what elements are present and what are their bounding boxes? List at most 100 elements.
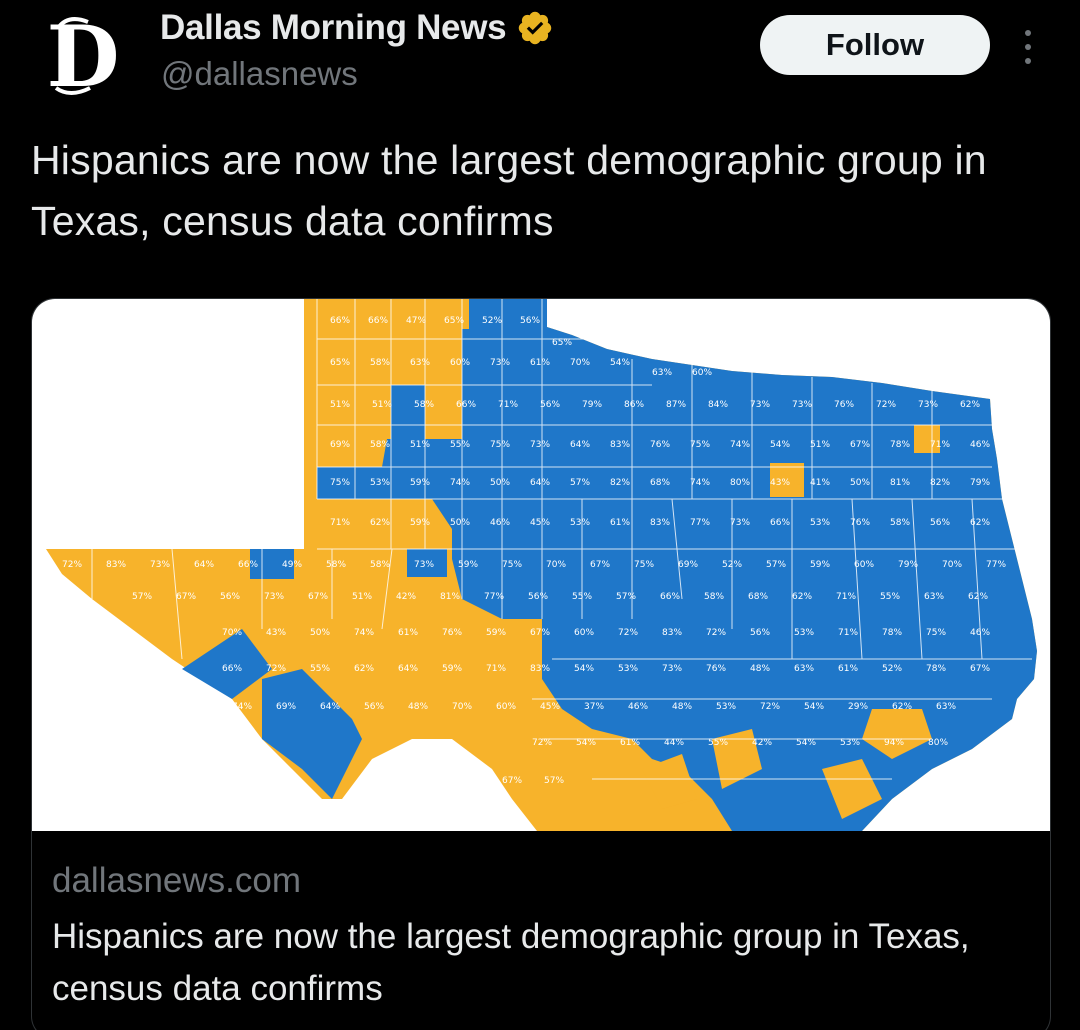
county-percent-label: 52%: [882, 664, 902, 674]
follow-button[interactable]: Follow: [760, 15, 990, 75]
county-percent-label: 73%: [414, 560, 434, 570]
county-percent-label: 58%: [370, 560, 390, 570]
county-percent-label: 59%: [410, 518, 430, 528]
county-percent-label: 63%: [652, 368, 672, 378]
county-percent-label: 68%: [650, 478, 670, 488]
county-percent-label: 56%: [540, 400, 560, 410]
county-percent-label: 79%: [898, 560, 918, 570]
county-percent-label: 52%: [482, 316, 502, 326]
county-percent-label: 78%: [890, 440, 910, 450]
orange-county: [642, 754, 697, 809]
county-percent-label: 59%: [810, 560, 830, 570]
county-percent-label: 83%: [530, 664, 550, 674]
county-percent-label: 64%: [320, 702, 340, 712]
county-percent-label: 50%: [490, 478, 510, 488]
county-percent-label: 43%: [266, 628, 286, 638]
county-percent-label: 56%: [528, 592, 548, 602]
county-percent-label: 69%: [678, 560, 698, 570]
county-percent-label: 65%: [330, 358, 350, 368]
county-percent-label: 73%: [662, 664, 682, 674]
county-percent-label: 69%: [330, 440, 350, 450]
county-percent-label: 55%: [708, 738, 728, 748]
more-options-icon[interactable]: [1018, 30, 1038, 64]
county-percent-label: 58%: [704, 592, 724, 602]
county-percent-label: 83%: [650, 518, 670, 528]
county-percent-label: 56%: [930, 518, 950, 528]
county-percent-label: 56%: [364, 702, 384, 712]
county-percent-label: 63%: [924, 592, 944, 602]
county-percent-label: 51%: [352, 592, 372, 602]
texas-map-svg: 66% 66% 47% 65% 52% 56% 65% 65% 58% 63% 60% 73% 61% 7…: [46, 299, 1037, 831]
county-percent-label: 84%: [708, 400, 728, 410]
county-percent-label: 55%: [572, 592, 592, 602]
county-percent-label: 81%: [890, 478, 910, 488]
county-percent-label: 44%: [664, 738, 684, 748]
county-percent-label: 86%: [624, 400, 644, 410]
county-percent-label: 76%: [850, 518, 870, 528]
county-percent-label: 71%: [498, 400, 518, 410]
county-percent-label: 52%: [722, 560, 742, 570]
county-percent-label: 67%: [590, 560, 610, 570]
county-percent-label: 66%: [770, 518, 790, 528]
county-percent-label: 58%: [370, 358, 390, 368]
card-domain[interactable]: dallasnews.com: [52, 861, 301, 900]
county-percent-label: 47%: [406, 316, 426, 326]
county-percent-label: 58%: [326, 560, 346, 570]
county-percent-label: 46%: [490, 518, 510, 528]
county-percent-label: 53%: [618, 664, 638, 674]
account-display-name[interactable]: Dallas Morning News: [160, 8, 507, 47]
county-percent-label: 69%: [276, 702, 296, 712]
county-percent-label: 65%: [444, 316, 464, 326]
county-percent-label: 76%: [442, 628, 462, 638]
tweet-text: Hispanics are now the largest demographi…: [31, 137, 987, 244]
county-percent-label: 72%: [618, 628, 638, 638]
county-percent-label: 62%: [970, 518, 990, 528]
county-percent-label: 58%: [370, 440, 390, 450]
county-percent-label: 48%: [672, 702, 692, 712]
county-percent-label: 62%: [370, 518, 390, 528]
county-percent-label: 74%: [232, 702, 252, 712]
county-percent-label: 64%: [194, 560, 214, 570]
county-percent-label: 70%: [570, 358, 590, 368]
county-percent-label: 42%: [396, 592, 416, 602]
county-percent-label: 73%: [792, 400, 812, 410]
blue-county: [250, 549, 294, 579]
county-percent-label: 59%: [486, 628, 506, 638]
account-handle[interactable]: @dallasnews: [161, 55, 358, 92]
county-percent-label: 53%: [570, 518, 590, 528]
card-title[interactable]: Hispanics are now the largest demographi…: [52, 917, 970, 1008]
county-percent-label: 94%: [884, 738, 904, 748]
county-percent-label: 75%: [330, 478, 350, 488]
county-percent-label: 57%: [570, 478, 590, 488]
county-percent-label: 59%: [410, 478, 430, 488]
county-percent-label: 57%: [766, 560, 786, 570]
county-percent-label: 74%: [450, 478, 470, 488]
county-percent-label: 50%: [450, 518, 470, 528]
county-percent-label: 63%: [936, 702, 956, 712]
county-percent-label: 60%: [692, 368, 712, 378]
county-percent-label: 72%: [706, 628, 726, 638]
county-percent-label: 73%: [530, 440, 550, 450]
county-percent-label: 72%: [760, 702, 780, 712]
account-name-row: Dallas Morning News: [160, 8, 554, 48]
dallas-news-logo-avatar[interactable]: D: [40, 7, 126, 106]
county-percent-label: 53%: [810, 518, 830, 528]
county-percent-label: 81%: [440, 592, 460, 602]
texas-blue-region: [317, 299, 1037, 831]
link-preview-card[interactable]: 66% 66% 47% 65% 52% 56% 65% 65% 58% 63% 60% 73% 61% 7…: [31, 298, 1051, 1030]
county-percent-label: 45%: [540, 702, 560, 712]
county-percent-label: 50%: [310, 628, 330, 638]
county-percent-label: 48%: [408, 702, 428, 712]
orange-county: [862, 709, 932, 759]
county-percent-label: 61%: [620, 738, 640, 748]
county-percent-label: 72%: [876, 400, 896, 410]
county-percent-label: 56%: [520, 316, 540, 326]
county-percent-label: 53%: [840, 738, 860, 748]
county-percent-label: 80%: [928, 738, 948, 748]
county-percent-label: 77%: [986, 560, 1006, 570]
county-percent-label: 67%: [176, 592, 196, 602]
county-percent-label: 79%: [582, 400, 602, 410]
county-percent-label: 75%: [634, 560, 654, 570]
county-percent-label: 68%: [748, 592, 768, 602]
